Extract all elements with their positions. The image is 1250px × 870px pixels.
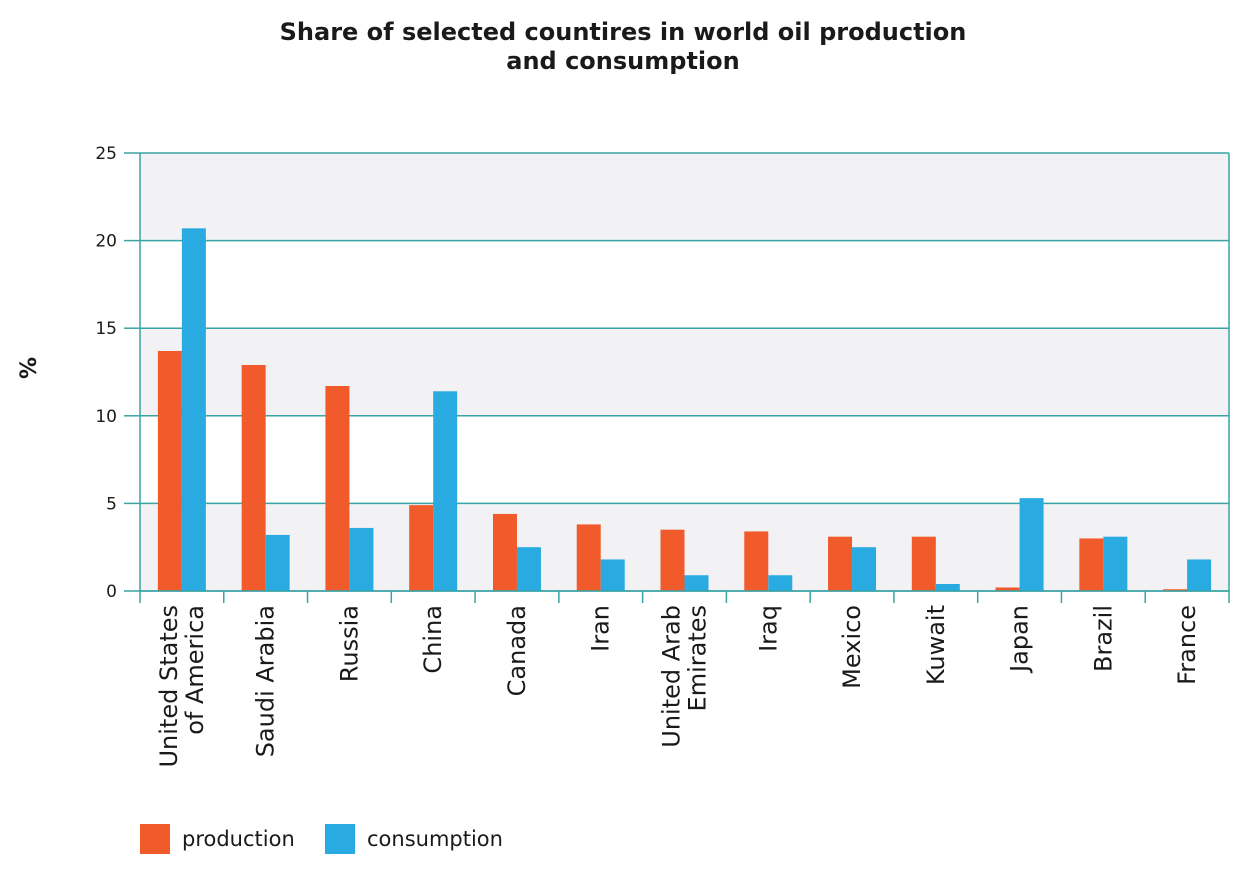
x-tick-label: China <box>419 605 447 674</box>
bar <box>181 228 206 591</box>
x-tick-label: Mexico <box>838 605 866 689</box>
bar <box>828 536 853 591</box>
x-tick-label: Brazil <box>1089 605 1117 672</box>
bar <box>684 575 709 591</box>
bar <box>995 587 1020 591</box>
x-tick-label: Saudi Arabia <box>252 605 280 757</box>
bar <box>516 547 541 591</box>
y-tick-label: 25 <box>95 144 117 164</box>
bar <box>157 350 182 591</box>
bar <box>1079 538 1104 591</box>
x-tick-label: Kuwait <box>922 605 950 685</box>
y-axis-label: % <box>17 357 42 379</box>
x-tick-label: Iraq <box>754 605 782 652</box>
bar <box>911 536 936 591</box>
x-tick-label: United Statesof America <box>155 605 209 768</box>
bar <box>325 386 350 591</box>
plot-band <box>140 328 1229 416</box>
bar <box>600 559 625 591</box>
bar <box>660 529 685 591</box>
bar <box>1163 589 1188 591</box>
x-tick-label: United ArabEmirates <box>658 605 712 748</box>
bar <box>433 391 458 591</box>
x-tick-label: France <box>1173 605 1201 685</box>
y-tick-label: 15 <box>95 319 117 339</box>
x-tick-label: Iran <box>587 605 615 652</box>
bar <box>576 524 601 591</box>
bar <box>768 575 793 591</box>
chart-title: Share of selected countires in world oil… <box>280 18 967 75</box>
y-tick-label: 10 <box>95 407 117 427</box>
y-tick-label: 0 <box>106 582 117 602</box>
legend-swatch <box>325 824 355 854</box>
bar <box>265 534 290 591</box>
x-tick-label: Canada <box>503 605 531 696</box>
bar <box>1187 559 1212 591</box>
bar <box>1103 536 1128 591</box>
bar <box>241 364 266 591</box>
bar <box>409 505 434 591</box>
y-tick-label: 20 <box>95 232 117 252</box>
bar <box>935 583 960 591</box>
bar <box>492 513 517 591</box>
bar <box>349 527 374 591</box>
y-tick-label: 5 <box>106 494 117 514</box>
bar <box>744 531 769 591</box>
bar <box>852 547 877 591</box>
legend-label: production <box>182 827 295 851</box>
legend-swatch <box>140 824 170 854</box>
bar <box>1019 498 1044 591</box>
legend-label: consumption <box>367 827 503 851</box>
x-tick-label: Russia <box>335 605 363 682</box>
x-tick-label: Japan <box>1006 605 1034 674</box>
plot-band <box>140 153 1229 241</box>
